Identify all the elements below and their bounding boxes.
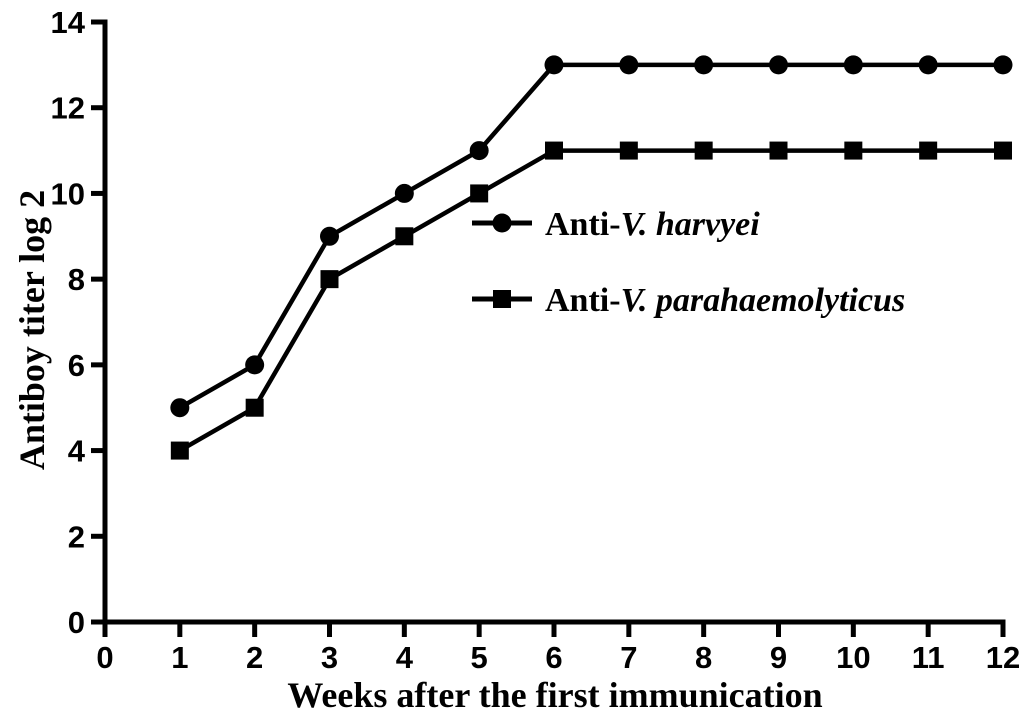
data-point-marker [544,55,564,75]
x-tick-label: 12 [986,640,1020,675]
x-tick-label: 3 [321,640,338,675]
data-point-marker [694,141,713,160]
data-point-marker [769,141,788,160]
data-point-marker [694,55,714,75]
data-point-marker [918,55,938,75]
x-tick-label: 8 [695,640,712,675]
data-point-marker [994,141,1012,160]
x-tick-label: 0 [96,640,113,675]
series-line [178,148,1003,453]
data-point-marker [545,141,563,160]
data-point-marker [170,398,190,418]
legend-item: Anti-V. parahaemolyticus [472,282,905,319]
y-axis-title: Antiboy titer log 2 [12,189,52,471]
data-point-marker [619,55,639,75]
data-point-marker [843,55,863,75]
y-tick-label: 10 [51,176,85,211]
data-point-marker [919,141,938,160]
y-tick-label: 8 [68,262,85,297]
legend-item: Anti-V. harvyei [472,206,760,243]
y-tick-label: 12 [51,91,85,126]
data-point-marker [394,183,414,203]
data-point-marker [320,226,339,246]
series-line [178,62,1003,410]
data-point-marker [469,141,489,161]
data-point-marker [245,398,264,417]
x-tick-label: 1 [171,640,188,675]
data-point-marker [170,441,189,460]
x-tick-label: 9 [770,640,787,675]
data-point-marker [470,184,489,203]
x-tick-label: 11 [912,640,945,675]
data-point-marker [619,141,638,160]
series-anti-v-harvyei [170,55,1013,418]
data-point-marker [245,355,265,375]
x-tick-label: 4 [396,640,414,675]
data-point-marker [769,55,788,75]
x-tick-label: 7 [620,640,637,675]
y-tick-label: 0 [68,605,85,640]
series-anti-v-parahaemolyticus [170,141,1012,460]
x-tick-label: 2 [246,640,263,675]
data-point-marker [320,270,339,289]
x-tick-label: 10 [836,640,870,675]
legend-label: Anti-V. harvyei [545,206,760,243]
y-tick-label: 4 [68,434,86,469]
x-axis-title: Weeks after the first immunication [287,675,823,715]
data-point-marker [395,227,414,246]
legend-key-marker [492,213,512,233]
x-tick-label: 5 [471,640,488,675]
data-point-marker [993,55,1013,75]
x-tick-label: 6 [545,640,562,675]
legend-label: Anti-V. parahaemolyticus [545,282,905,319]
data-point-marker [844,141,863,160]
y-tick-label: 14 [51,5,86,40]
y-tick-label: 2 [68,519,85,554]
y-tick-label: 6 [68,348,85,383]
legend-key-marker [493,290,511,308]
